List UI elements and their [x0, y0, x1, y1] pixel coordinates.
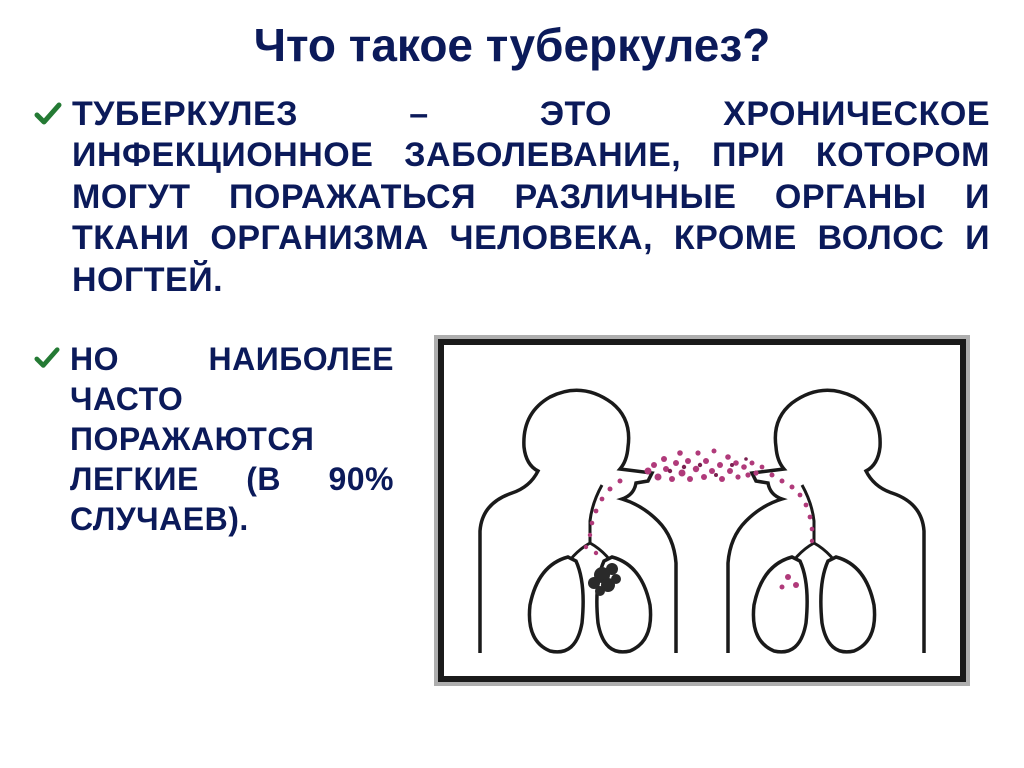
person-left-infected — [480, 391, 676, 654]
bullet-2: НО НАИБОЛЕЕ ЧАСТО ПОРАЖАЮТСЯ ЛЕГКИЕ (В 9… — [34, 339, 394, 539]
slide-title: Что такое туберкулез? — [34, 18, 990, 72]
bullet-1: ТУБЕРКУЛЕЗ – ЭТО ХРОНИЧЕСКОЕ ИНФЕКЦИОННО… — [34, 94, 990, 301]
checkmark-icon — [34, 100, 62, 128]
bullet-2-wrap: НО НАИБОЛЕЕ ЧАСТО ПОРАЖАЮТСЯ ЛЕГКИЕ (В 9… — [34, 339, 394, 549]
slide: Что такое туберкулез? ТУБЕРКУЛЕЗ – ЭТО Х… — [0, 0, 1024, 768]
transmission-diagram-svg — [452, 353, 952, 663]
transmission-figure — [414, 339, 990, 682]
checkmark-icon — [34, 345, 60, 371]
lungs-stat-text: НО НАИБОЛЕЕ ЧАСТО ПОРАЖАЮТСЯ ЛЕГКИЕ (В 9… — [70, 339, 394, 539]
lower-row: НО НАИБОЛЕЕ ЧАСТО ПОРАЖАЮТСЯ ЛЕГКИЕ (В 9… — [34, 339, 990, 682]
figure-frame — [438, 339, 966, 682]
person-right-receiving — [728, 391, 924, 654]
definition-text: ТУБЕРКУЛЕЗ – ЭТО ХРОНИЧЕСКОЕ ИНФЕКЦИОННО… — [72, 94, 990, 301]
